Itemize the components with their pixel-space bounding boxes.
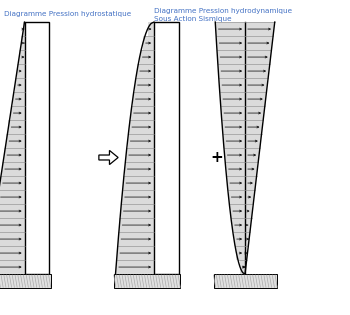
Bar <box>223 134 245 148</box>
Bar <box>0 204 25 218</box>
Bar <box>245 92 266 106</box>
Bar <box>236 246 245 260</box>
Bar <box>245 148 259 162</box>
Bar <box>217 50 245 64</box>
Bar <box>10 106 25 120</box>
Bar <box>245 50 271 64</box>
Bar <box>245 120 262 134</box>
Bar <box>245 218 251 232</box>
Bar <box>0 260 25 274</box>
Bar <box>17 64 25 78</box>
Polygon shape <box>99 151 118 164</box>
Bar <box>123 176 154 190</box>
Bar <box>221 106 245 120</box>
Bar <box>127 134 154 148</box>
Bar <box>125 162 154 176</box>
Bar <box>225 148 245 162</box>
Bar <box>245 260 246 274</box>
Bar <box>245 190 254 204</box>
Bar <box>133 92 154 106</box>
Bar <box>8 120 24 134</box>
Bar <box>220 92 245 106</box>
Bar <box>23 22 25 36</box>
Bar <box>232 218 245 232</box>
Bar <box>6 134 25 148</box>
Bar <box>245 78 267 92</box>
Bar <box>245 246 247 260</box>
Bar <box>234 232 245 246</box>
Bar <box>137 64 154 78</box>
Bar <box>21 36 24 50</box>
Bar <box>135 78 154 92</box>
Bar <box>245 232 249 246</box>
Bar <box>245 64 269 78</box>
Bar <box>25 22 49 274</box>
Bar <box>222 120 245 134</box>
Bar <box>0 218 25 232</box>
Bar <box>126 148 154 162</box>
Bar <box>245 22 274 36</box>
Text: Diagramme Pression hydrodynamique
Sous Action Sismique: Diagramme Pression hydrodynamique Sous A… <box>154 8 292 22</box>
Bar <box>0 176 25 190</box>
Bar <box>230 204 245 218</box>
Bar <box>0 190 25 204</box>
Bar <box>0 274 51 288</box>
Bar <box>13 92 25 106</box>
Bar <box>119 218 154 232</box>
Bar <box>154 22 178 274</box>
Bar <box>245 106 264 120</box>
Bar <box>0 246 25 260</box>
Bar <box>226 162 245 176</box>
Bar <box>118 232 154 246</box>
Bar <box>214 274 276 288</box>
Bar <box>217 36 245 50</box>
Bar <box>15 78 24 92</box>
Bar <box>219 78 245 92</box>
Bar <box>121 204 154 218</box>
Bar <box>245 204 252 218</box>
Bar <box>116 260 154 274</box>
Bar <box>245 176 256 190</box>
Bar <box>140 50 154 64</box>
Bar <box>131 106 154 120</box>
Bar <box>19 50 25 64</box>
Bar <box>216 22 245 36</box>
Bar <box>240 260 245 274</box>
Bar <box>227 176 245 190</box>
Bar <box>117 246 154 260</box>
Bar <box>122 190 154 204</box>
Bar <box>0 232 25 246</box>
Bar <box>129 120 154 134</box>
Bar <box>148 22 154 36</box>
Bar <box>2 162 25 176</box>
Bar <box>114 274 180 288</box>
Text: Diagramme Pression hydrostatique: Diagramme Pression hydrostatique <box>4 11 131 17</box>
Bar <box>245 162 257 176</box>
Bar <box>245 134 261 148</box>
Bar <box>143 36 154 50</box>
Bar <box>245 36 272 50</box>
Bar <box>218 64 245 78</box>
Bar <box>229 190 245 204</box>
Text: +: + <box>211 150 223 165</box>
Bar <box>4 148 25 162</box>
